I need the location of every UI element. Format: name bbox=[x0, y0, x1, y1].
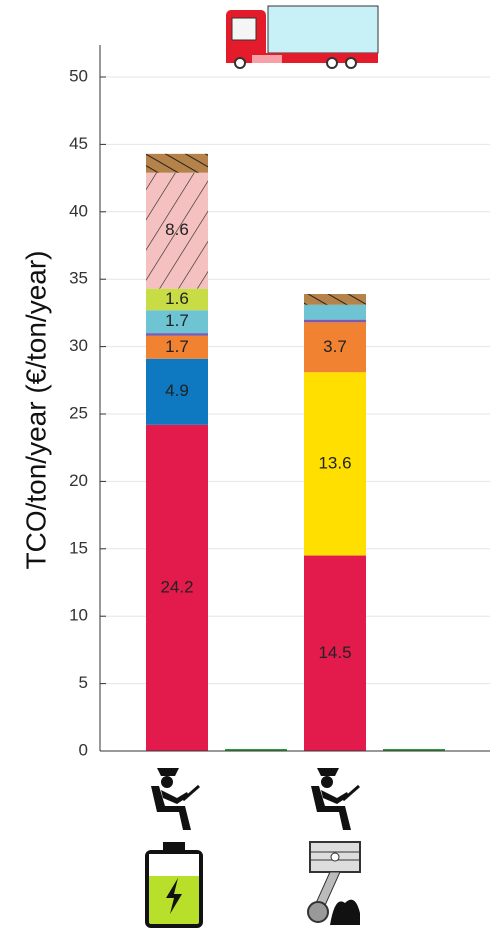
truck-icon bbox=[226, 5, 379, 69]
bar-segment bbox=[146, 358, 208, 425]
bar-segment bbox=[146, 172, 208, 289]
value-label: 14.5 bbox=[318, 643, 351, 662]
bar-segment bbox=[146, 335, 208, 359]
y-tick-label: 15 bbox=[69, 538, 88, 557]
y-tick-label: 40 bbox=[69, 201, 88, 220]
engine-icon bbox=[307, 841, 361, 925]
bar-segment bbox=[304, 372, 366, 556]
bar-segment bbox=[225, 749, 287, 751]
value-label: 8.6 bbox=[165, 220, 189, 239]
value-label: 4.9 bbox=[165, 381, 189, 400]
bar-segment bbox=[146, 153, 208, 173]
y-tick-label: 0 bbox=[79, 740, 88, 759]
bar-segment bbox=[146, 333, 208, 336]
y-tick-label: 25 bbox=[69, 403, 88, 422]
bar-segment bbox=[146, 424, 208, 751]
y-tick-label: 5 bbox=[79, 673, 88, 692]
bar-segment bbox=[304, 304, 366, 320]
battery-icon bbox=[145, 842, 203, 928]
value-label: 1.7 bbox=[165, 337, 189, 356]
bar-segment bbox=[304, 555, 366, 751]
y-tick-label: 20 bbox=[69, 471, 88, 490]
y-tick-label: 10 bbox=[69, 606, 88, 625]
driver-icon bbox=[311, 768, 360, 830]
driver-icon bbox=[151, 768, 200, 830]
bar-segment bbox=[304, 319, 366, 323]
bar-segment bbox=[146, 288, 208, 311]
value-label: 3.7 bbox=[323, 337, 347, 356]
y-tick-label: 50 bbox=[69, 66, 88, 85]
bar-segment bbox=[146, 310, 208, 334]
bars: 24.2 4.9 1.7 1.7 1.6 8.6 14.5 13.6 3.7 bbox=[146, 153, 445, 751]
y-tick-label: 30 bbox=[69, 336, 88, 355]
y-axis-label: TCO/ton/year (€/ton/year) bbox=[20, 250, 51, 569]
value-label: 1.6 bbox=[165, 289, 189, 308]
grid: 0 5 10 15 20 25 30 35 40 45 50 bbox=[69, 66, 490, 759]
value-label: 24.2 bbox=[160, 577, 193, 596]
bar-segment bbox=[383, 749, 445, 751]
value-label: 1.7 bbox=[165, 311, 189, 330]
value-label: 13.6 bbox=[318, 453, 351, 472]
bar-segment bbox=[304, 294, 366, 305]
bar-segment bbox=[304, 322, 366, 373]
y-tick-label: 45 bbox=[69, 134, 88, 153]
y-tick-label: 35 bbox=[69, 269, 88, 288]
